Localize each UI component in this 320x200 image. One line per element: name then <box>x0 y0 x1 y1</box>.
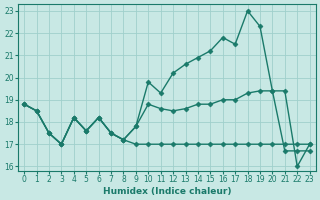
X-axis label: Humidex (Indice chaleur): Humidex (Indice chaleur) <box>103 187 231 196</box>
